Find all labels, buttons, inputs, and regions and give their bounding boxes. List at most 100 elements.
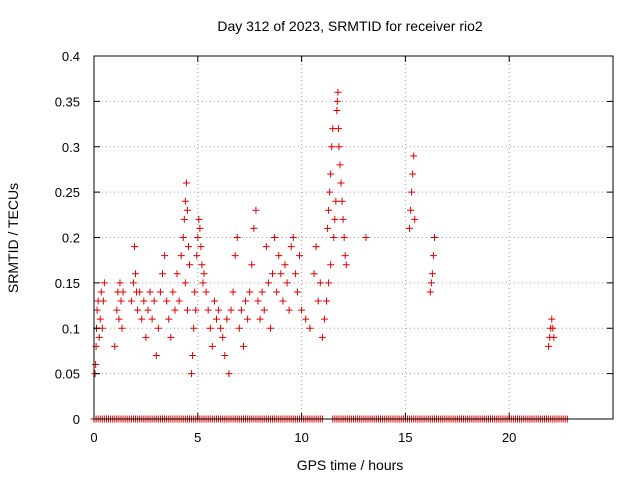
data-point	[206, 324, 214, 332]
data-point	[408, 188, 416, 196]
y-tick-label: 0.05	[55, 367, 80, 382]
data-point	[550, 333, 558, 341]
data-point	[252, 206, 260, 214]
data-point	[134, 306, 142, 314]
data-point	[111, 342, 119, 350]
data-point	[410, 152, 418, 160]
data-point	[409, 170, 417, 178]
plot-frame	[93, 55, 614, 420]
data-point	[548, 315, 556, 323]
data-point	[333, 97, 341, 105]
data-point	[189, 351, 197, 359]
data-point	[198, 261, 206, 269]
data-point	[320, 315, 328, 323]
data-point	[254, 297, 262, 305]
data-point	[262, 243, 270, 251]
data-point	[169, 288, 177, 296]
x-tick-label: 20	[502, 430, 516, 445]
data-point	[171, 306, 179, 314]
data-point	[130, 243, 138, 251]
data-point	[336, 161, 344, 169]
data-point	[144, 306, 152, 314]
data-point	[323, 297, 331, 305]
data-point	[231, 252, 239, 260]
data-point	[142, 333, 150, 341]
data-point	[296, 252, 304, 260]
y-tick-label: 0.35	[55, 94, 80, 109]
data-point	[335, 125, 343, 133]
data-point	[242, 297, 250, 305]
data-point	[196, 224, 204, 232]
data-point	[173, 270, 181, 278]
data-point	[183, 306, 191, 314]
data-point	[298, 306, 306, 314]
data-point	[338, 197, 346, 205]
y-tick-label: 0.15	[55, 276, 80, 291]
data-point	[229, 288, 237, 296]
data-point	[271, 234, 279, 241]
data-point	[362, 234, 370, 241]
data-point	[159, 270, 167, 278]
data-point	[325, 279, 333, 287]
data-point	[273, 288, 281, 296]
y-axis: 0 0.05 0.1 0.15 0.2 0.25 0.3 0.35 0.4	[55, 49, 613, 427]
y-tick-label: 0.1	[62, 321, 80, 336]
data-point	[250, 224, 258, 232]
data-point	[192, 306, 200, 314]
data-point	[165, 315, 173, 323]
data-point	[285, 306, 293, 314]
data-point	[225, 370, 233, 378]
data-point	[266, 324, 274, 332]
data-point	[154, 324, 162, 332]
y-tick-label: 0.25	[55, 185, 80, 200]
data-point	[190, 324, 198, 332]
data-point	[337, 179, 345, 187]
data-point	[306, 324, 314, 332]
data-point	[150, 297, 158, 305]
data-point	[275, 252, 283, 260]
data-point	[246, 288, 254, 296]
data-point	[260, 306, 268, 314]
data-point	[163, 297, 171, 305]
data-point	[197, 243, 205, 251]
data-point	[291, 270, 299, 278]
data-point	[325, 206, 333, 214]
data-point	[314, 297, 322, 305]
data-point	[429, 252, 437, 260]
x-tick-label: 5	[194, 430, 201, 445]
data-point	[426, 288, 434, 296]
data-point	[235, 324, 243, 332]
data-point	[193, 252, 201, 260]
data-point	[340, 234, 348, 241]
data-point	[339, 215, 347, 223]
data-point	[210, 297, 218, 305]
data-point	[277, 270, 285, 278]
data-point	[264, 279, 272, 287]
data-point	[194, 234, 202, 241]
y-tick-label: 0	[73, 412, 80, 427]
data-point	[116, 279, 124, 287]
data-point	[237, 306, 245, 314]
data-point	[331, 215, 339, 223]
data-point	[152, 351, 160, 359]
data-point	[244, 315, 252, 323]
data-point	[181, 197, 189, 205]
data-point	[199, 279, 207, 287]
data-point	[223, 315, 231, 323]
data-point	[132, 270, 140, 278]
data-point	[221, 351, 229, 359]
data-point	[302, 315, 310, 323]
data-point	[227, 306, 235, 314]
data-point	[327, 170, 335, 178]
y-axis-label: SRMTID / TECUs	[5, 183, 21, 293]
y-tick-label: 0.3	[62, 140, 80, 155]
data-point	[293, 288, 301, 296]
data-point	[212, 315, 220, 323]
chart-title: Day 312 of 2023, SRMTID for receiver rio…	[217, 18, 483, 34]
data-point	[283, 279, 291, 287]
data-point	[97, 288, 105, 296]
data-point	[183, 206, 191, 214]
data-point	[179, 234, 187, 241]
x-tick-label: 0	[90, 430, 97, 445]
